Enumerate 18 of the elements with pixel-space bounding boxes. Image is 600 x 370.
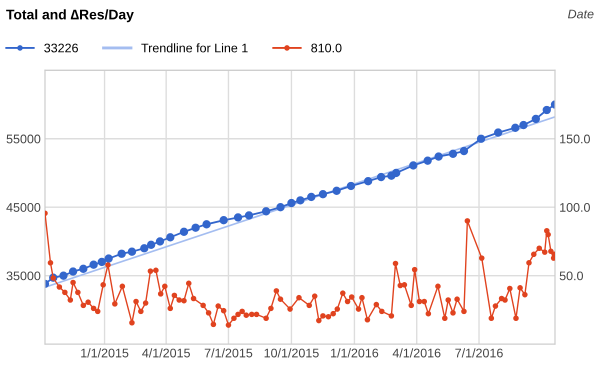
y-tick-label: 45000 xyxy=(6,203,40,212)
x-tick-label: 10/1/2015 xyxy=(264,348,319,358)
y-tick-label: 55000 xyxy=(6,134,40,144)
y2-tick-label: 50.0 xyxy=(560,271,584,280)
legend-label: 33226 xyxy=(44,44,78,52)
x-tick-label: 7/1/2015 xyxy=(204,348,252,358)
legend-label: 810.0 xyxy=(311,44,342,52)
x-tick-label: 7/1/2016 xyxy=(455,348,503,358)
x-tick-label: 1/1/2016 xyxy=(331,348,378,358)
chart-title: Total and ∆Res/Day xyxy=(6,9,134,22)
x-tick-label: 1/1/2015 xyxy=(81,348,128,358)
y-tick-label: 35000 xyxy=(6,271,40,280)
legend-label: Trendline for Line 1 xyxy=(141,43,248,52)
y2-tick-label: 150.0 xyxy=(560,134,590,144)
x-tick-label: 4/1/2016 xyxy=(392,348,440,358)
x-axis-title: Date xyxy=(568,10,594,18)
y2-tick-label: 100.0 xyxy=(560,203,590,212)
x-tick-label: 4/1/2015 xyxy=(142,348,190,358)
